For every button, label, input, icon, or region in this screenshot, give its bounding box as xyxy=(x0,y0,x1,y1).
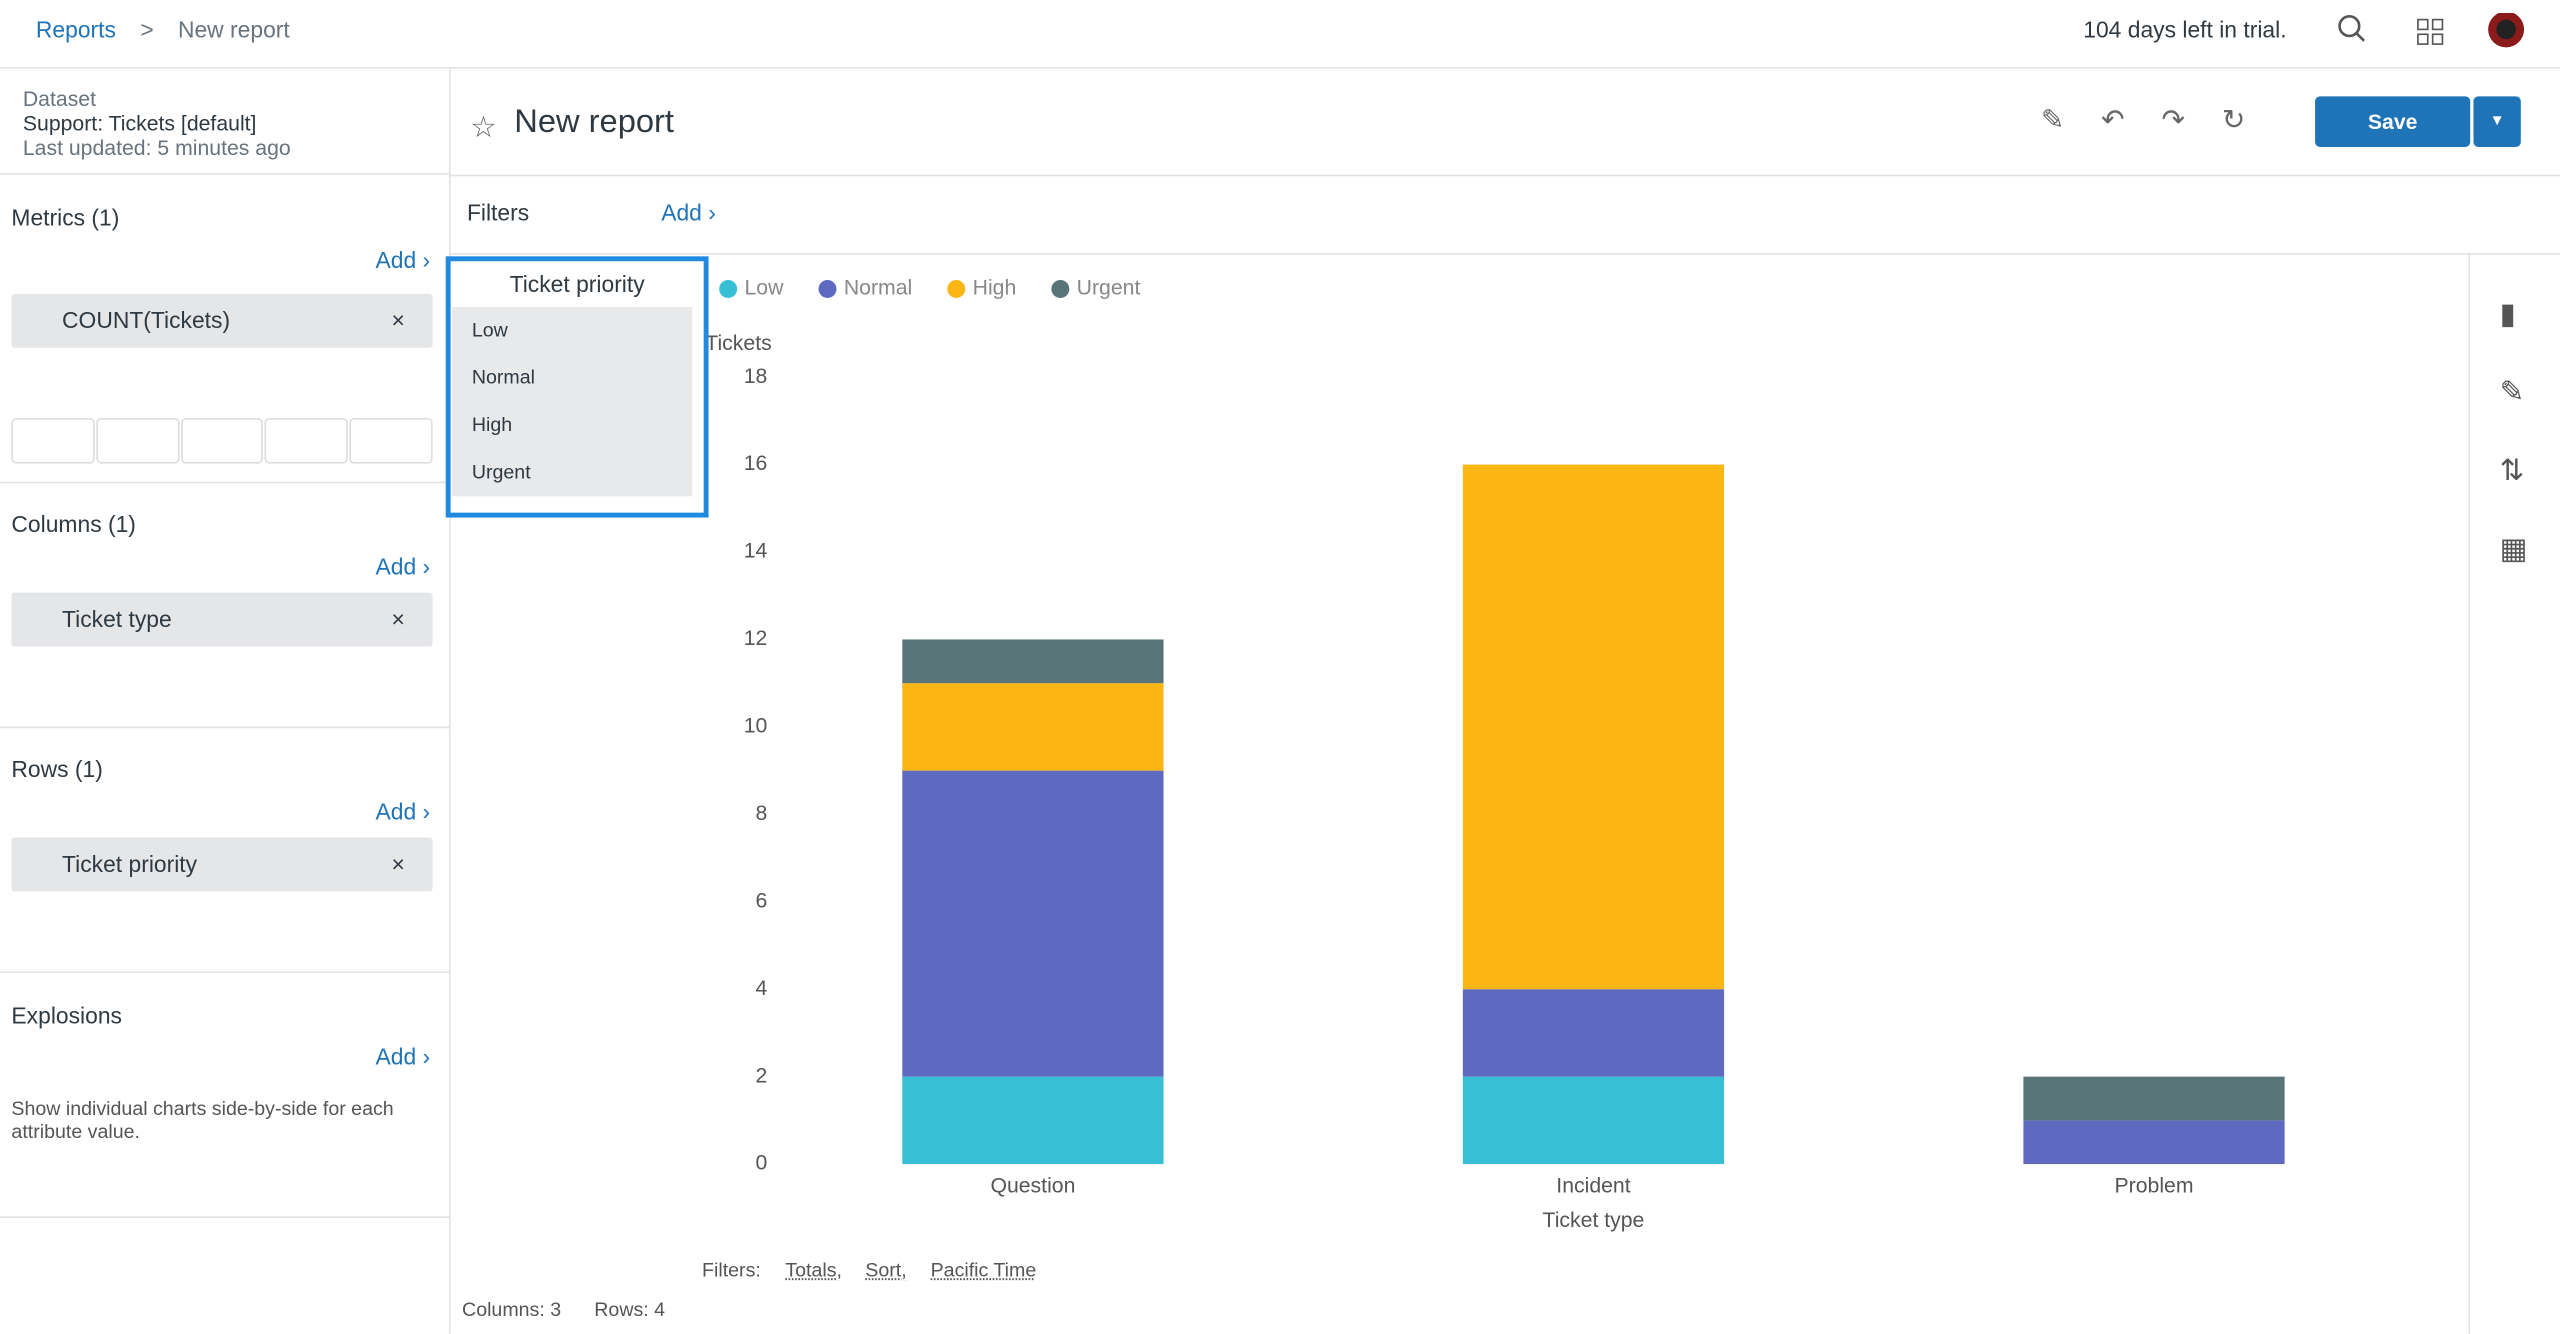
dropdown-title: Ticket priority xyxy=(509,271,645,298)
footer-filters: Filters: xyxy=(702,1258,761,1282)
x-tick-label: Incident xyxy=(1556,1175,1630,1198)
trial-text: 104 days left in trial. xyxy=(2083,16,2287,43)
legend-label: High xyxy=(973,277,1017,300)
add-link[interactable]: Add › xyxy=(375,798,431,825)
dataset-name: Support: Tickets [default] xyxy=(22,111,257,136)
footer-columns: Columns: 3 xyxy=(462,1297,562,1321)
breadcrumb-sep: > xyxy=(140,16,154,43)
chip[interactable]: Ticket priority × xyxy=(11,837,433,892)
save-button[interactable]: Save xyxy=(2315,96,2471,147)
dropdown[interactable]: Ticket priority Low Normal High Urgent xyxy=(445,256,709,518)
bar-segment xyxy=(2023,1120,2285,1165)
toolbar[interactable] xyxy=(11,417,433,464)
dropdown-option[interactable]: Low xyxy=(471,318,508,342)
chip[interactable]: COUNT(Tickets) × xyxy=(11,293,433,348)
breadcrumb-link[interactable]: Reports xyxy=(35,16,116,43)
chip[interactable]: Ticket type × xyxy=(11,592,433,647)
footer-link[interactable]: Sort, xyxy=(865,1258,907,1282)
add-filter[interactable]: Add › xyxy=(661,199,716,226)
x-axis-label: Ticket type xyxy=(1543,1209,1645,1232)
y-tick-label: 16 xyxy=(744,452,768,475)
add-link[interactable]: Add › xyxy=(375,246,431,273)
dataset-updated: Last updated: 5 minutes ago xyxy=(22,135,291,160)
y-tick-label: 4 xyxy=(756,977,768,1000)
top-icons[interactable] xyxy=(2335,13,2531,49)
section-title[interactable]: Rows (1) xyxy=(11,755,103,783)
bar-segment xyxy=(2023,1076,2285,1121)
explosions-note: Show individual charts side-by-side for … xyxy=(11,1097,394,1143)
y-axis-label: Tickets xyxy=(705,332,771,355)
bar-segment xyxy=(1462,989,1725,1077)
bar-segment xyxy=(1462,1076,1725,1165)
y-tick-label: 10 xyxy=(744,715,768,738)
bar-segment xyxy=(902,639,1164,684)
legend-swatch xyxy=(947,279,966,298)
legend-swatch xyxy=(818,279,837,298)
y-tick-label: 6 xyxy=(756,889,768,912)
bar-segment xyxy=(902,1076,1164,1165)
bar-segment xyxy=(902,770,1164,1077)
legend-label: Urgent xyxy=(1077,277,1141,300)
edit-icons[interactable]: ✎ ↶ ↷ ↻ xyxy=(2040,104,2246,136)
add-link[interactable]: Add › xyxy=(375,553,431,580)
y-tick-label: 2 xyxy=(756,1064,768,1087)
breadcrumb-current: New report xyxy=(177,16,290,43)
star-icon[interactable]: ☆ xyxy=(470,111,497,144)
y-tick-label: 0 xyxy=(756,1152,768,1175)
section-title[interactable]: Columns (1) xyxy=(11,511,136,538)
bar-segment xyxy=(902,683,1164,771)
section-title[interactable]: Explosions xyxy=(11,1002,122,1029)
legend-label: Normal xyxy=(844,277,912,300)
legend-label: Low xyxy=(744,277,784,300)
x-tick-label: Question xyxy=(990,1175,1075,1198)
dataset-label: Dataset xyxy=(22,86,97,112)
footer-link[interactable]: Pacific Time xyxy=(930,1258,1037,1282)
section-title[interactable]: Metrics (1) xyxy=(11,204,120,231)
side-icons[interactable]: ▮ ✎ ⇅ ▦ xyxy=(2499,297,2528,565)
footer-rows: Rows: 4 xyxy=(594,1297,666,1321)
y-tick-label: 18 xyxy=(744,365,768,388)
bar-segment xyxy=(1462,464,1725,990)
footer-link[interactable]: Totals, xyxy=(785,1258,842,1282)
y-tick-label: 12 xyxy=(744,627,768,650)
y-tick-label: 14 xyxy=(744,540,768,563)
y-tick-label: 8 xyxy=(756,802,768,825)
legend-swatch xyxy=(1051,279,1070,298)
dropdown-option[interactable]: High xyxy=(471,413,513,436)
legend-swatch xyxy=(719,279,738,298)
add-link[interactable]: Add › xyxy=(375,1043,431,1070)
x-tick-label: Problem xyxy=(2115,1175,2194,1198)
filters-label: Filters xyxy=(466,199,530,226)
save-menu[interactable]: ▾ xyxy=(2473,96,2521,147)
dropdown-option[interactable]: Normal xyxy=(471,365,535,389)
report-title: New report xyxy=(514,104,674,141)
dropdown-option[interactable]: Urgent xyxy=(471,460,531,484)
